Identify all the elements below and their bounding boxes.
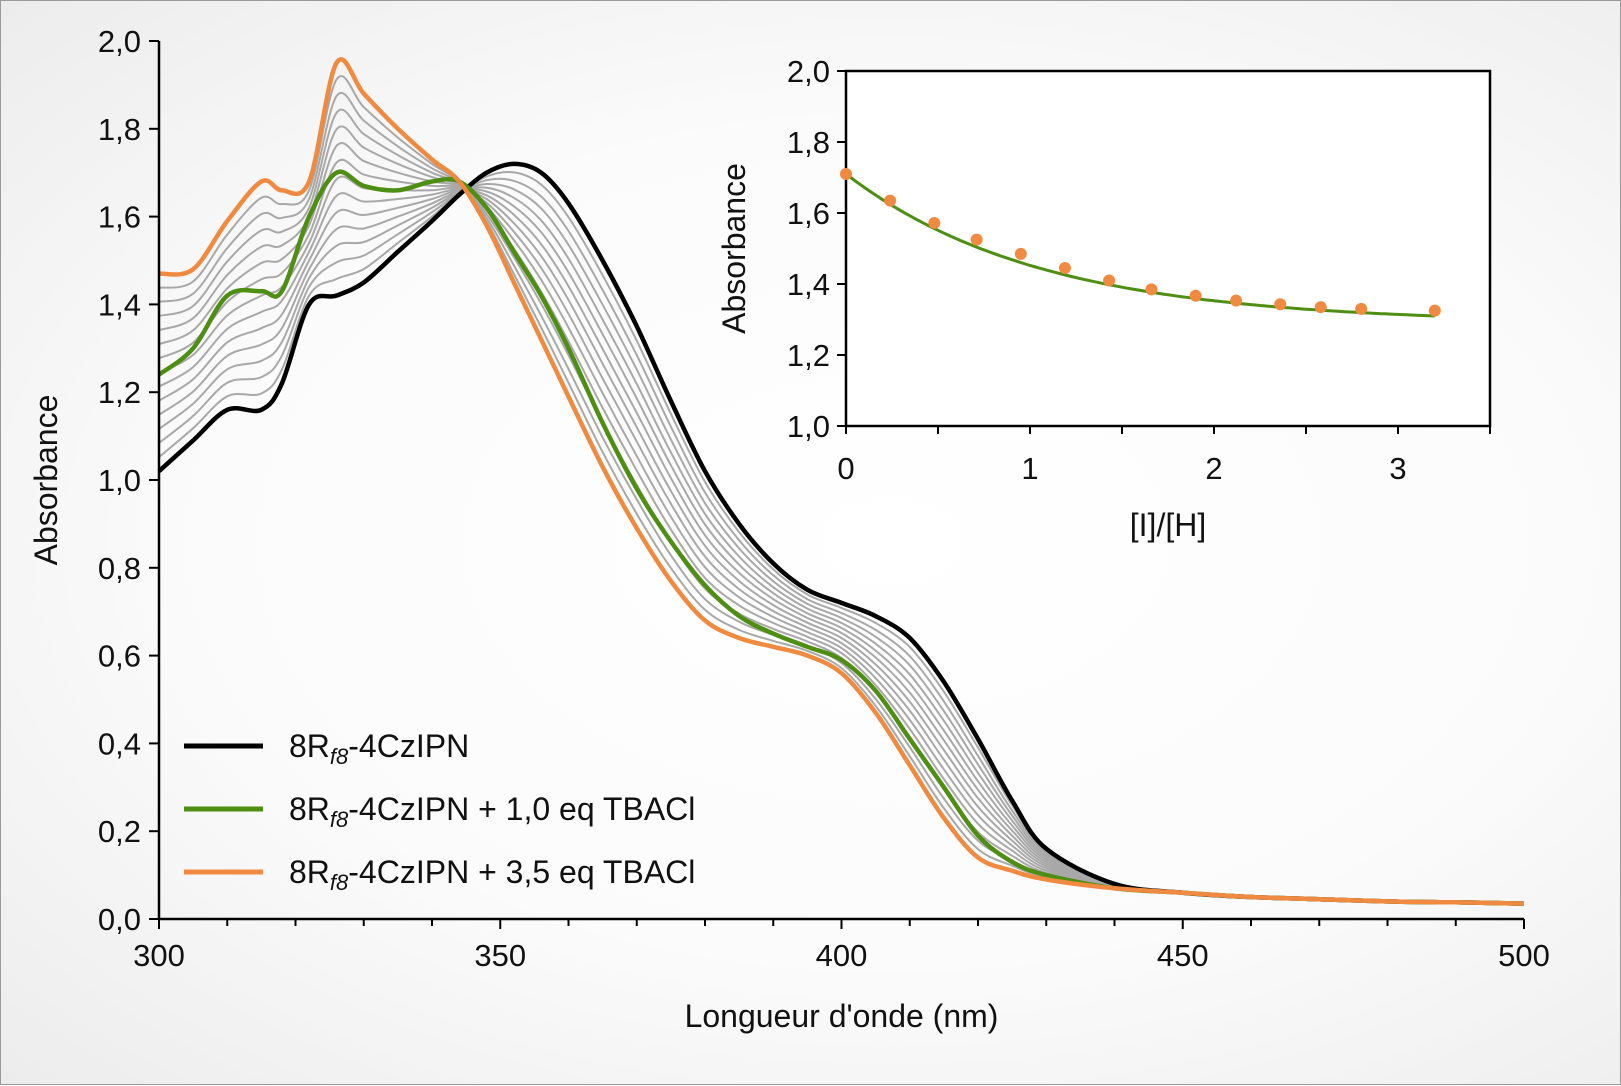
inset-data-point [840,167,852,180]
inset-x-tick-label: 2 [1205,451,1222,486]
main-y-tick-label: 0,0 [98,902,141,937]
inset-data-point [1314,301,1327,314]
main-x-axis-title: Longueur d'onde (nm) [685,998,999,1034]
legend-label-suffix: -4CzIPN + 1,0 eq TBACl [348,791,695,827]
inset-y-tick-label: 2,0 [787,54,830,89]
main-y-tick-label: 1,6 [98,200,141,235]
inset-data-point [1145,283,1158,296]
inset-data-point [1428,304,1441,317]
main-x-tick-label: 400 [816,938,868,973]
legend-label-prefix: 8R [289,728,330,764]
inset-data-point [1189,289,1202,302]
inset-x-tick-label: 1 [1021,451,1038,486]
main-axes: 0,0 0,2 0,4 0,6 0,8 1,0 1,2 1,4 1,6 1,8 2,0 300 350 4… [98,24,1550,973]
inset-data-point [1274,298,1287,311]
inset-data-point [884,194,897,207]
inset-fit-curve [845,172,1435,318]
inset-plot-area [844,69,1492,428]
legend-label: 8Rf8-4CzIPN + 1,0 eq TBACl [289,791,695,832]
legend-label-suffix: -4CzIPN + 3,5 eq TBACl [348,854,695,890]
main-x-tick-label: 500 [1498,938,1550,973]
inset-axes: 1,0 1,2 1,4 1,6 1,8 2,0 0 1 2 3 [787,54,1491,486]
inset-data-point [1103,274,1116,287]
inset-y-tick-label: 1,8 [787,125,830,160]
main-y-tick-label: 0,8 [98,551,141,586]
main-series-lines [157,57,1525,906]
main-y-axis-title: Absorbance [28,395,64,566]
inset-y-tick-label: 1,4 [787,267,830,302]
main-y-tick-label: 0,4 [98,726,141,761]
main-y-tick-label: 1,8 [98,112,141,147]
main-x-tick-label: 300 [133,938,185,973]
legend-label-suffix: -4CzIPN [348,728,469,764]
inset-data-point [1014,247,1027,260]
inset-y-tick-label: 1,2 [787,338,830,373]
inset-data-point [1058,262,1071,275]
inset-y-tick-label: 1,0 [787,409,830,444]
main-y-tick-label: 2,0 [98,24,141,59]
inset-x-tick-label: 3 [1389,451,1406,486]
inset-y-tick-label: 1,6 [787,196,830,231]
legend-label: 8Rf8-4CzIPN + 3,5 eq TBACl [289,854,695,895]
inset-x-axis-title: [I]/[H] [1130,507,1206,543]
series-line-2 [158,57,1525,906]
inset-y-axis-title: Absorbance [716,163,752,334]
inset-data-points [840,167,1441,317]
main-y-tick-label: 0,2 [98,814,141,849]
main-y-tick-label: 1,0 [98,463,141,498]
inset-x-tick-label: 0 [837,451,854,486]
legend-label-subscript: f8 [330,870,349,895]
main-y-tick-label: 1,4 [98,287,141,322]
main-x-tick-label: 350 [474,938,526,973]
legend-label-prefix: 8R [289,854,330,890]
main-y-tick-label: 0,6 [98,639,141,674]
legend-label-subscript: f8 [330,744,349,769]
inset-data-point [1230,294,1243,307]
main-x-tick-label: 450 [1157,938,1209,973]
legend-label-subscript: f8 [330,807,349,832]
legend-label: 8Rf8-4CzIPN [289,728,469,769]
inset-data-point [928,216,941,229]
legend-label-prefix: 8R [289,791,330,827]
main-y-tick-label: 1,2 [98,375,141,410]
inset-data-point [970,233,983,246]
inset-data-point [1355,302,1368,315]
